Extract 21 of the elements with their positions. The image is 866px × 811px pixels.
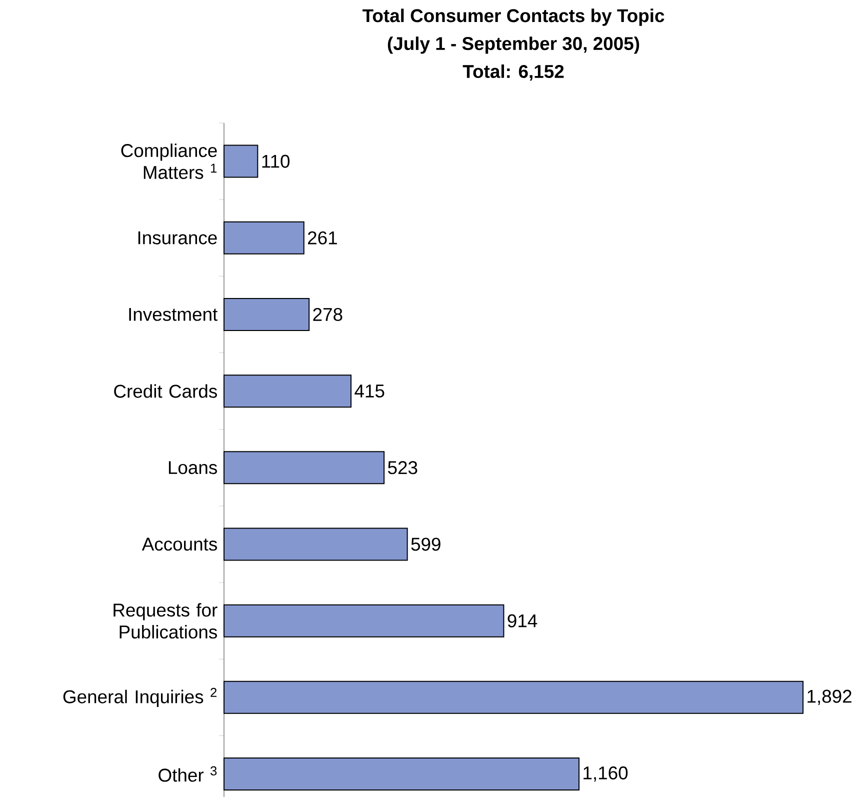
data-label: 110 <box>262 154 290 168</box>
y-tick-label: Accounts <box>142 538 217 551</box>
chart-title: Total Consumer Contacts by Topic <box>362 8 664 26</box>
y-tick-label: Loans <box>168 461 217 474</box>
y-tick-label: Compliance Matters $^{1}$ <box>121 144 217 180</box>
data-label: 261 <box>308 231 337 244</box>
y-tick-label: Other $^{3}$ <box>158 766 217 782</box>
y-tick-label: Investment <box>129 308 218 321</box>
data-label: 523 <box>388 461 418 474</box>
y-tick-label: Requests for Publications <box>114 603 218 639</box>
chart-subtitle: (July 1 - September 30, 2005) <box>388 36 640 54</box>
y-tick-label: Insurance <box>138 231 217 244</box>
data-label: 278 <box>313 308 342 322</box>
text: Total: 6,152 <box>462 64 564 81</box>
data-label: 1,160 <box>584 766 628 782</box>
data-label: 1,892 <box>808 690 852 706</box>
data-label: 914 <box>508 614 538 628</box>
y-tick-label: General Inquiries $^{2}$ <box>63 688 217 707</box>
y-tick-label: Credit Cards <box>114 384 217 398</box>
data-label: 415 <box>354 384 384 398</box>
data-label: 599 <box>411 538 440 551</box>
